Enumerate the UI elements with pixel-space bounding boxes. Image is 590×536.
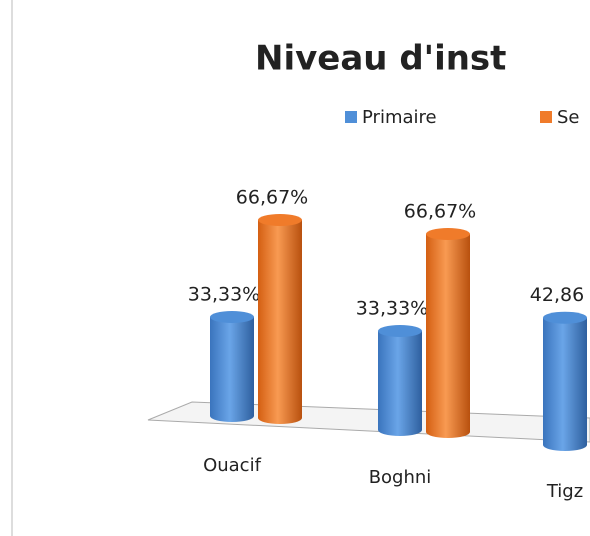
bar-top (426, 227, 470, 240)
bar (378, 325, 422, 436)
bar-body (210, 317, 254, 416)
data-label: 42,86 (530, 284, 584, 306)
legend-label: Primaire (362, 107, 437, 128)
bar-top (258, 213, 302, 226)
bar-top (543, 311, 587, 324)
bar (258, 213, 302, 424)
x-tick-label: Ouacif (203, 455, 262, 476)
data-label: 33,33% (356, 298, 428, 320)
bar-top (210, 311, 254, 324)
bar-body (543, 317, 587, 445)
chart-title: Niveau d'inst (255, 39, 506, 79)
data-label: 66,67% (236, 186, 308, 208)
bar-body (378, 331, 422, 430)
bar (210, 311, 254, 422)
data-label: 66,67% (404, 200, 476, 222)
bar (426, 227, 470, 438)
legend-label: Se (557, 107, 580, 128)
legend-swatch (540, 111, 552, 123)
bar-body (258, 219, 302, 418)
bar-body (426, 233, 470, 432)
x-tick-label: Tigz (546, 481, 583, 502)
x-tick-label: Boghni (369, 467, 432, 488)
bar (543, 311, 587, 451)
data-label: 33,33% (188, 284, 260, 306)
legend-swatch (345, 111, 357, 123)
bar-top (378, 325, 422, 338)
